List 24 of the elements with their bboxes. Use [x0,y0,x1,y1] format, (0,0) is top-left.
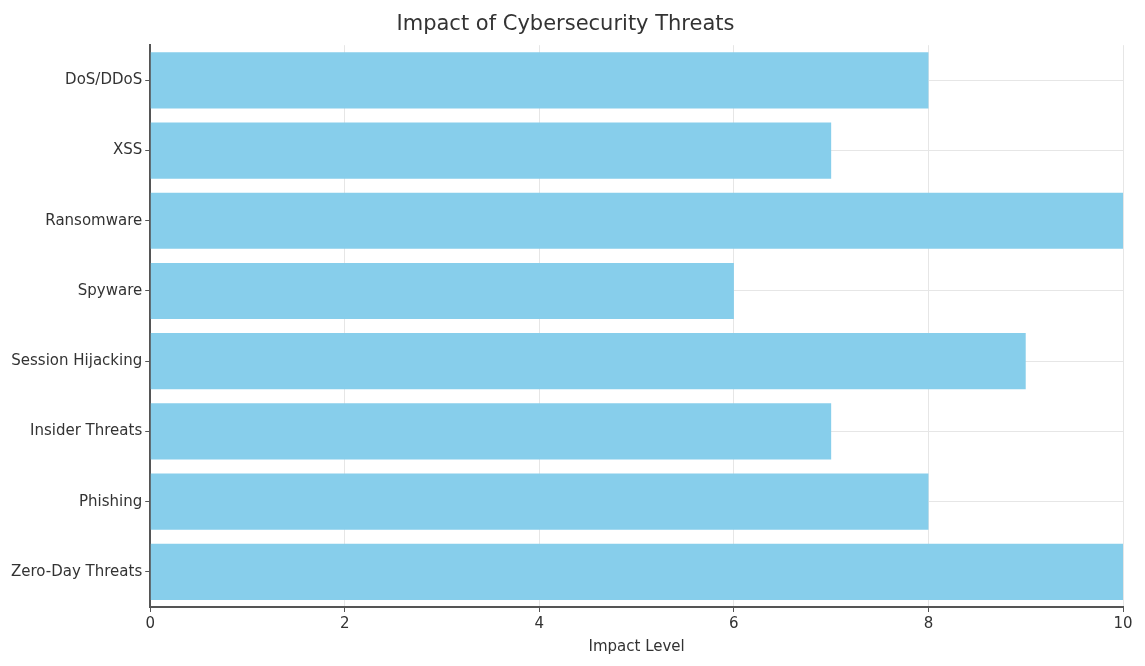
x-tick-label: 0 [145,613,155,632]
x-tick-label: 2 [340,613,350,632]
bar [150,192,1123,249]
bar [150,333,1026,390]
x-tick-label: 10 [1113,613,1133,632]
bar [150,543,1123,600]
y-tick-label: XSS [112,140,143,159]
y-tick-label: DoS/DDoS [65,70,143,89]
chart-title: Impact of Cybersecurity Threats [396,11,735,36]
bar [150,262,734,320]
y-tick-label: Zero-Day Threats [10,561,143,580]
bar [150,122,832,179]
bar [150,403,832,460]
x-tick-label: 4 [534,613,545,632]
x-axis-title: Impact Level [588,636,685,655]
bar [150,52,929,109]
y-tick-label: Spyware [77,280,143,299]
bar [150,473,929,530]
y-tick-label: Phishing [78,491,143,510]
y-tick-label: Ransomware [45,210,143,229]
x-tick-label: 8 [923,613,934,632]
y-tick-label: Insider Threats [29,421,143,440]
x-tick-label: 6 [729,613,739,632]
y-tick-label: Session Hijacking [11,351,143,370]
